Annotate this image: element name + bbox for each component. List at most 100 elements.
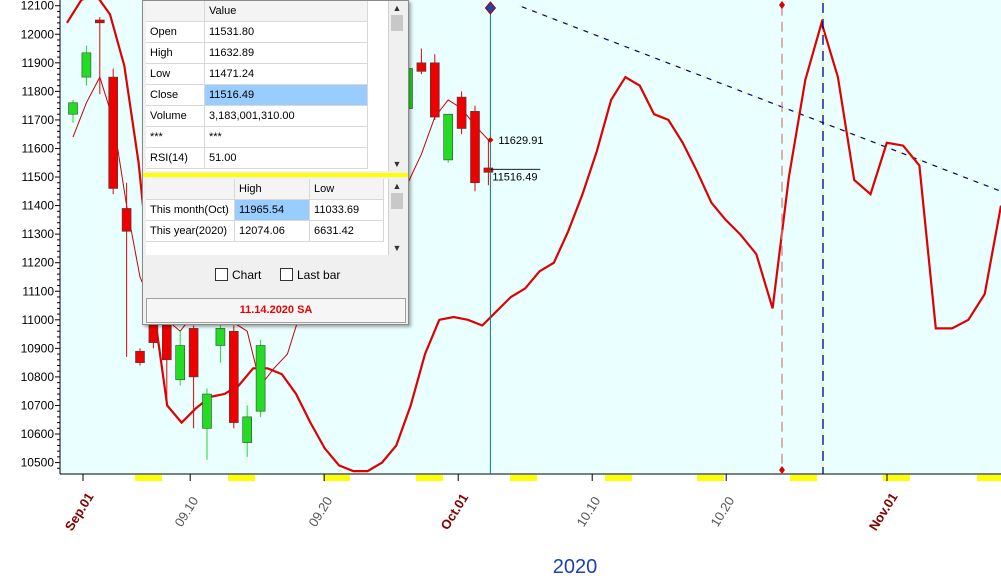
row-name: Open: [146, 21, 205, 43]
value-row[interactable]: RSI(14) 51.00: [146, 147, 368, 169]
y-tick-label: 10700: [21, 398, 55, 412]
candle-body: [202, 393, 212, 429]
date-box: 11.14.2020 SA: [146, 298, 406, 323]
splitter[interactable]: [143, 173, 408, 177]
lastbar-checkbox[interactable]: Last bar: [280, 268, 340, 282]
weekend-strip: [135, 475, 162, 481]
high-column-header: High: [234, 179, 311, 200]
range-table-area: High Low This month(Oct) 11965.54 11033.…: [146, 179, 388, 255]
range-table-scrollbar[interactable]: ▲ ▼: [388, 179, 405, 255]
scroll-down-icon[interactable]: ▼: [392, 243, 402, 253]
low-column-header: Low: [309, 179, 384, 200]
range-table-header: High Low: [146, 179, 384, 200]
candle-body: [255, 345, 266, 412]
chart-checkbox[interactable]: Chart: [215, 268, 261, 282]
weekend-strip: [228, 475, 255, 481]
candle-body: [121, 208, 132, 232]
marker-label: 11629.91: [498, 135, 543, 147]
weekend-strip: [790, 475, 817, 481]
y-tick-label: 10600: [21, 427, 55, 441]
value-row[interactable]: Close 11516.49: [146, 84, 368, 106]
range-table: High Low This month(Oct) 11965.54 11033.…: [146, 179, 384, 242]
range-row[interactable]: This month(Oct) 11965.54 11033.69: [146, 199, 384, 221]
value-marker-icon: [487, 136, 494, 143]
projection-bottom-marker-icon: [779, 466, 785, 474]
candle-body: [443, 113, 454, 161]
y-tick-label: 11100: [22, 284, 54, 298]
row-name: RSI(14): [146, 147, 205, 169]
value-row[interactable]: *** ***: [146, 126, 368, 148]
value-row[interactable]: Open 11531.80: [146, 21, 368, 43]
y-tick-label: 10900: [21, 341, 55, 355]
y-tick-label: 11600: [22, 141, 55, 155]
y-tick-label: 10800: [21, 370, 55, 384]
projection-top-marker-icon: [779, 1, 785, 9]
cursor-marker-icon: [484, 1, 497, 15]
row-value: 51.00: [204, 147, 368, 169]
candle-body: [175, 345, 185, 381]
candle-body: [242, 416, 252, 443]
y-tick-label: 11900: [22, 56, 55, 70]
row-name: Low: [146, 63, 205, 85]
candle-body: [483, 167, 494, 173]
range-name: This year(2020): [146, 220, 235, 242]
y-tick-label: 11200: [22, 256, 55, 270]
scroll-thumb[interactable]: [391, 15, 403, 31]
row-value: 11632.89: [204, 42, 368, 64]
x-tick-label: 09.20: [305, 494, 335, 530]
x-tick-label: 09.10: [171, 494, 201, 530]
scroll-up-icon[interactable]: ▲: [392, 181, 402, 191]
candle-body: [429, 62, 440, 118]
value-table-scrollbar[interactable]: ▲ ▼: [388, 1, 405, 171]
x-tick-label: Oct.01: [437, 491, 471, 533]
scroll-up-icon[interactable]: ▲: [392, 3, 402, 13]
candle-body: [162, 322, 172, 361]
range-low: 6631.42: [309, 220, 384, 242]
row-value: 3,183,001,310.00: [204, 105, 368, 127]
row-name: Close: [146, 84, 205, 106]
candle-body: [95, 19, 105, 24]
weekend-strip: [697, 475, 724, 481]
range-row[interactable]: This year(2020) 12074.06 6631.42: [146, 220, 384, 242]
value-row[interactable]: Volume 3,183,001,310.00: [146, 105, 368, 127]
candle-body: [108, 76, 118, 189]
range-name: This month(Oct): [146, 199, 235, 221]
lastbar-checkbox-box[interactable]: [280, 268, 293, 281]
info-panel[interactable]: Value Open 11531.80 High 11632.89 Low 11…: [142, 0, 409, 325]
range-high: 11965.54: [234, 199, 311, 221]
value-column-header: Value: [204, 1, 368, 22]
value-row[interactable]: Low 11471.24: [146, 63, 368, 85]
row-name: Volume: [146, 105, 205, 127]
chart-checkbox-box[interactable]: [215, 268, 228, 281]
candle-body: [135, 350, 145, 363]
x-axis-title: 2020: [553, 556, 598, 578]
weekend-strip: [416, 475, 443, 481]
y-tick-label: 10500: [21, 456, 55, 470]
candle-body: [215, 328, 226, 346]
candle-body: [188, 328, 199, 378]
value-row[interactable]: High 11632.89: [146, 42, 368, 64]
y-tick-label: 11000: [22, 313, 55, 327]
trend-line-highlight: [519, 5, 1001, 193]
weekend-strip: [510, 475, 537, 481]
weekend-strip: [977, 475, 1001, 481]
row-value: ***: [204, 126, 368, 148]
y-tick-label: 11400: [22, 199, 55, 213]
y-tick-label: 11700: [22, 113, 55, 127]
value-table: Value Open 11531.80 High 11632.89 Low 11…: [146, 1, 368, 169]
y-tick-label: 12000: [21, 27, 55, 41]
y-tick-label: 12100: [21, 0, 55, 13]
y-tick-label: 11300: [22, 227, 55, 241]
weekend-strip: [883, 475, 910, 481]
weekend-strip: [605, 475, 632, 481]
value-table-header: Value: [146, 1, 368, 22]
marker-label: 11516.49: [492, 171, 537, 183]
x-tick-label: Nov.01: [866, 490, 901, 533]
value-table-area: Value Open 11531.80 High 11632.89 Low 11…: [146, 1, 388, 171]
scroll-down-icon[interactable]: ▼: [392, 159, 402, 169]
scroll-thumb[interactable]: [391, 193, 403, 209]
y-tick-label: 11800: [22, 84, 55, 98]
candle-body: [416, 62, 427, 72]
checkbox-row: Chart Last bar: [143, 265, 408, 287]
y-tick-label: 11500: [22, 170, 55, 184]
